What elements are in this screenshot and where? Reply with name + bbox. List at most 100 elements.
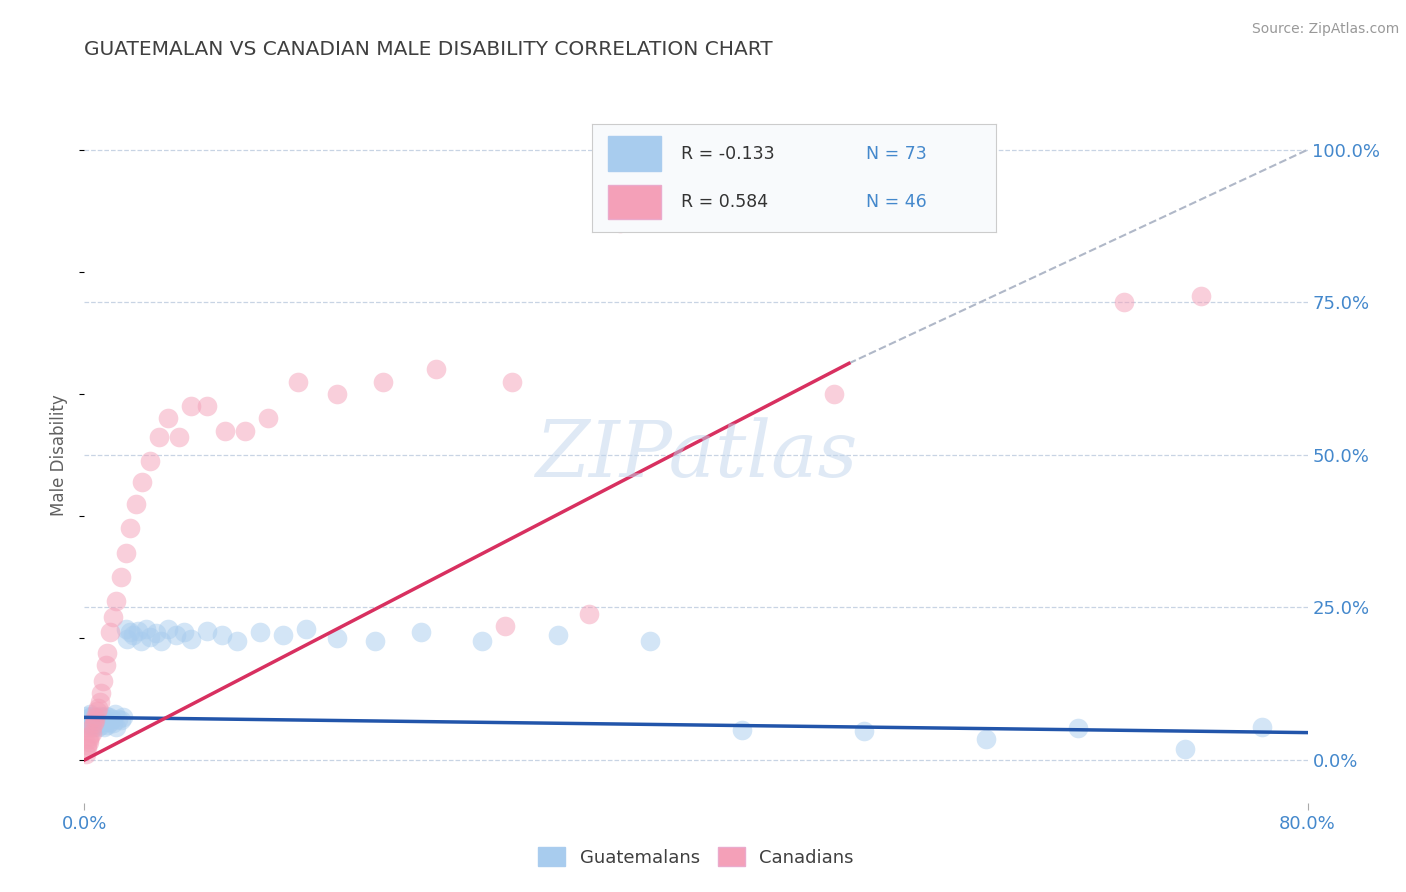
Point [79,710,101,724]
Point [96,646,118,660]
Point [114,545,136,559]
Point [214,424,236,438]
Point [976,731,998,746]
Point [257,411,280,425]
Point [111,710,134,724]
Point [103,609,125,624]
Point [371,375,394,389]
Point [425,362,447,376]
Point [80,719,103,733]
Point [148,429,170,443]
Point [79,707,101,722]
Point [105,594,128,608]
Point [79,729,101,743]
Point [157,622,180,636]
Point [149,634,172,648]
Point [97,710,120,724]
Point [120,624,142,639]
Point [83,716,105,731]
Point [93,712,115,726]
Y-axis label: Male Disability: Male Disability [51,394,69,516]
Point [83,712,105,726]
Point [98,715,121,730]
Point [75,747,97,761]
Point [84,714,107,728]
Point [80,717,103,731]
Point [1250,719,1272,733]
Point [195,399,218,413]
Point [471,634,494,648]
Point [233,424,256,438]
Point [75,712,97,726]
Point [91,715,114,730]
Point [127,624,149,638]
Point [90,686,112,700]
Point [86,704,108,718]
Point [84,710,107,724]
Point [131,475,153,490]
Point [195,624,218,638]
Point [122,628,145,642]
Legend: Guatemalans, Canadians: Guatemalans, Canadians [531,840,860,874]
Point [80,709,103,723]
Point [89,708,111,723]
Point [89,695,111,709]
Point [98,624,121,639]
Point [609,216,631,230]
Point [547,628,569,642]
Point [135,622,157,636]
Point [87,719,110,733]
Point [173,624,195,639]
Point [87,712,110,726]
Point [115,632,138,647]
Point [145,626,167,640]
Point [249,624,271,639]
Point [77,714,100,728]
Point [83,716,105,731]
Point [80,725,103,739]
Point [325,631,347,645]
Point [83,719,105,733]
Point [103,716,125,731]
Point [75,716,97,731]
Point [139,630,162,644]
Point [79,715,101,730]
Point [107,712,129,726]
Point [120,521,142,535]
Point [1174,742,1197,756]
Point [89,716,111,731]
Point [93,719,115,733]
Point [86,715,108,730]
Point [114,622,136,636]
Point [77,735,100,749]
Point [76,738,98,752]
Point [325,387,347,401]
Point [91,710,114,724]
Text: ZIPatlas: ZIPatlas [534,417,858,493]
Point [853,723,876,738]
Point [90,717,112,731]
Point [271,628,294,642]
Point [110,570,132,584]
Point [105,719,128,733]
Point [94,709,117,723]
Point [91,673,114,688]
Point [84,717,107,731]
Point [295,622,318,636]
Point [1067,722,1090,736]
Point [180,399,202,413]
Point [84,714,107,728]
Point [90,714,112,728]
Point [638,634,661,648]
Point [1189,289,1212,303]
Point [125,497,148,511]
Point [77,731,100,746]
Point [409,624,432,639]
Point [1114,295,1136,310]
Point [101,712,124,726]
Point [96,717,118,731]
Point [157,411,180,425]
Point [77,717,100,731]
Point [87,701,110,715]
Text: Source: ZipAtlas.com: Source: ZipAtlas.com [1251,22,1399,37]
